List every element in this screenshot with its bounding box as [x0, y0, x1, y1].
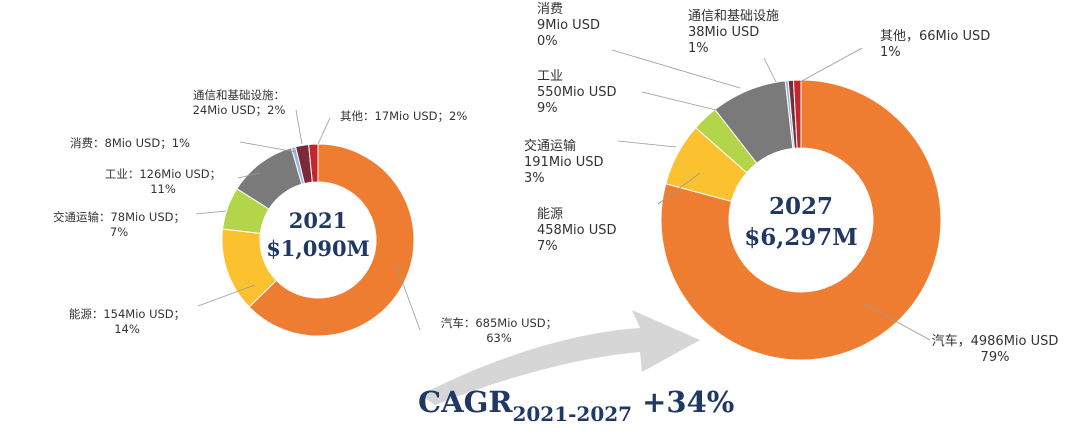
growth-arrow	[420, 310, 700, 405]
cagr-years: 2021-2027	[512, 402, 632, 426]
label-line: 24Mio USD；2%	[193, 103, 286, 117]
slice-other-2021	[308, 143, 319, 183]
leader-line	[641, 91, 717, 111]
label-consumer-2021: 消费：8Mio USD；1%	[70, 136, 190, 150]
cagr-prefix: CAGR	[418, 385, 513, 419]
leader-line	[863, 303, 931, 341]
label-line: 0%	[537, 34, 558, 49]
leader-line	[197, 284, 256, 307]
label-line: 7%	[110, 225, 128, 239]
label-line: 79%	[981, 350, 1010, 365]
label-other-2021: 其他：17Mio USD；2%	[340, 109, 467, 123]
label-telecom-2021: 通信和基础设施： 24Mio USD；2%	[193, 88, 286, 117]
label-telecom-2027: 通信和基础设施 38Mio USD 1%	[688, 9, 779, 56]
label-line: 其他，66Mio USD	[880, 29, 990, 44]
slice-automotive-2027	[660, 79, 942, 361]
label-line: 汽车，4986Mio USD	[932, 333, 1059, 349]
leader-line	[394, 261, 421, 331]
label-industry-2027: 工业 550Mio USD 9%	[537, 69, 617, 116]
label-line: 1%	[880, 45, 901, 60]
label-line: 交通运输：78Mio USD；	[53, 210, 185, 224]
label-line: 汽车：685Mio USD；	[441, 316, 557, 330]
donut-2027	[660, 79, 942, 361]
leader-line	[657, 172, 701, 205]
cagr-value: +34%	[642, 385, 734, 419]
label-other-2027: 其他，66Mio USD 1%	[880, 29, 990, 60]
center-year-2021: 2021	[289, 208, 347, 233]
leader-line	[195, 210, 227, 215]
cagr-label: CAGR2021-2027 +34%	[418, 385, 734, 426]
leader-line	[799, 47, 863, 83]
label-line: 14%	[114, 322, 140, 336]
label-line: 11%	[150, 182, 176, 196]
donut-2021	[221, 143, 415, 337]
center-total-2027: $6,297M	[744, 224, 857, 251]
label-line: 工业：126Mio USD；	[105, 167, 221, 181]
label-line: 38Mio USD	[688, 25, 759, 40]
label-transport-2021: 交通运输：78Mio USD； 7%	[53, 210, 185, 239]
slice-automotive-2021	[248, 143, 415, 337]
label-line: 通信和基础设施：	[193, 88, 285, 102]
leader-line	[295, 109, 303, 145]
label-line: 550Mio USD	[537, 85, 617, 100]
label-line: 能源：154Mio USD；	[69, 307, 185, 321]
label-industry-2021: 工业：126Mio USD； 11%	[105, 167, 221, 196]
label-line: 能源	[537, 207, 563, 222]
leader-line	[763, 57, 777, 83]
label-line: 消费：8Mio USD；1%	[70, 136, 190, 150]
leader-lines	[195, 47, 931, 341]
label-consumer-2027: 消费 9Mio USD 0%	[537, 2, 600, 49]
label-line: 9Mio USD	[537, 18, 600, 33]
label-line: 通信和基础设施	[688, 9, 779, 24]
label-energy-2027: 能源 458Mio USD 7%	[537, 207, 617, 254]
center-total-2021: $1,090M	[266, 236, 370, 261]
label-automotive-2027: 汽车，4986Mio USD 79%	[932, 333, 1059, 365]
leader-line	[611, 49, 741, 89]
label-line: 消费	[537, 2, 563, 17]
label-line: 458Mio USD	[537, 223, 617, 238]
slice-labels: 汽车：685Mio USD； 63% 能源：154Mio USD； 14% 交通运输：7…	[53, 2, 1058, 365]
label-transport-2027: 交通运输 191Mio USD 3%	[524, 138, 604, 186]
label-line: 其他：17Mio USD；2%	[340, 109, 467, 123]
label-automotive-2021: 汽车：685Mio USD； 63%	[441, 316, 557, 345]
label-line: 7%	[537, 239, 558, 254]
leader-line	[239, 141, 297, 153]
leader-line	[617, 140, 677, 148]
label-line: 9%	[537, 101, 558, 116]
label-line: 191Mio USD	[524, 155, 604, 170]
label-line: 交通运输	[524, 138, 576, 154]
label-line: 3%	[524, 171, 545, 186]
leader-line	[237, 172, 261, 179]
label-energy-2021: 能源：154Mio USD； 14%	[69, 307, 185, 336]
slice-other-2027	[792, 79, 802, 149]
leader-line	[317, 117, 331, 145]
label-line: 工业	[537, 69, 563, 84]
label-line: 63%	[486, 331, 512, 345]
label-line: 1%	[688, 41, 709, 56]
center-year-2027: 2027	[769, 193, 833, 220]
